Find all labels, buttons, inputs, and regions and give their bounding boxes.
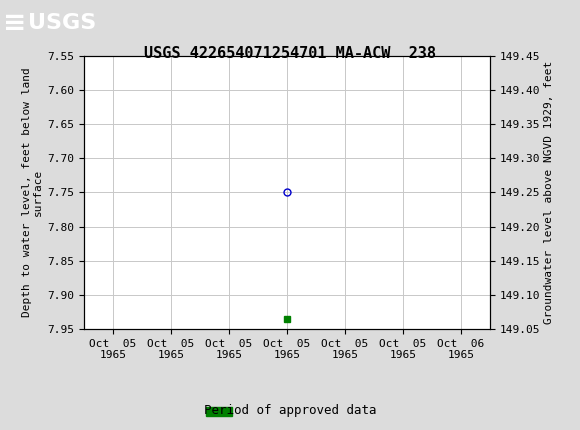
- Text: ≡: ≡: [3, 9, 26, 37]
- Y-axis label: Depth to water level, feet below land
surface: Depth to water level, feet below land su…: [21, 68, 44, 317]
- Text: USGS 422654071254701 MA-ACW  238: USGS 422654071254701 MA-ACW 238: [144, 46, 436, 61]
- Text: Period of approved data: Period of approved data: [204, 404, 376, 417]
- Text: USGS: USGS: [28, 12, 96, 33]
- Y-axis label: Groundwater level above NGVD 1929, feet: Groundwater level above NGVD 1929, feet: [545, 61, 554, 324]
